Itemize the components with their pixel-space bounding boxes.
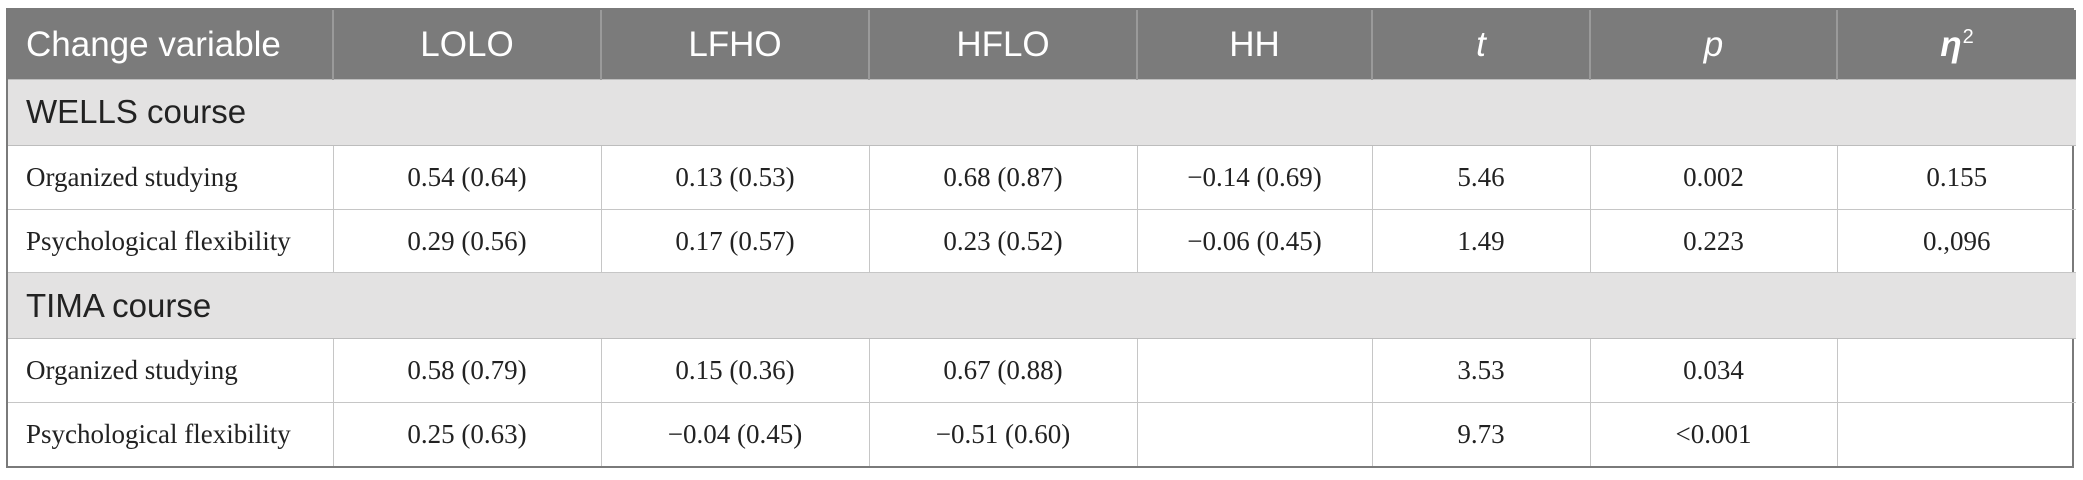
cell-hh — [1136, 402, 1372, 466]
header-t-label: t — [1476, 24, 1486, 64]
cell-hflo: 0.68 (0.87) — [868, 145, 1137, 210]
row-label: Organized studying — [8, 338, 333, 404]
cell-hh: −0.06 (0.45) — [1136, 209, 1372, 274]
row-label: Psychological flexibility — [8, 209, 333, 274]
cell-hh — [1136, 338, 1372, 404]
table-row: Organized studying 0.54 (0.64) 0.13 (0.5… — [8, 145, 2076, 210]
header-hh: HH — [1136, 10, 1372, 80]
cell-eta-squared: 0.155 — [1836, 145, 2076, 210]
section-title: TIMA course — [8, 272, 2076, 340]
cell-t: 9.73 — [1371, 402, 1590, 466]
table-row: Organized studying 0.58 (0.79) 0.15 (0.3… — [8, 338, 2076, 404]
results-table: Change variable LOLO LFHO HFLO HH t p η2… — [8, 10, 2076, 466]
row-label: Psychological flexibility — [26, 419, 291, 450]
cell-p: 0.002 — [1589, 145, 1837, 210]
section-row-tima: TIMA course — [8, 272, 2076, 340]
header-lolo: LOLO — [332, 10, 601, 80]
header-lfho: LFHO — [600, 10, 869, 80]
cell-lfho: 0.13 (0.53) — [600, 145, 869, 210]
cell-p: 0.223 — [1589, 209, 1837, 274]
table-row: Psychological flexibility 0.25 (0.63) −0… — [8, 402, 2076, 466]
cell-hflo: 0.67 (0.88) — [868, 338, 1137, 404]
cell-hflo: 0.23 (0.52) — [868, 209, 1137, 274]
section-title: WELLS course — [8, 79, 2076, 146]
header-eta-label: η — [1940, 24, 1962, 64]
header-hflo: HFLO — [868, 10, 1137, 80]
header-p-label: p — [1703, 24, 1724, 64]
header-row: Change variable LOLO LFHO HFLO HH t p η2 — [8, 10, 2076, 80]
section-row-wells: WELLS course — [8, 79, 2076, 146]
cell-hflo: −0.51 (0.60) — [868, 402, 1137, 466]
cell-lfho: 0.15 (0.36) — [600, 338, 869, 404]
header-eta-squared: η2 — [1836, 10, 2076, 80]
cell-p: <0.001 — [1589, 402, 1837, 466]
cell-lolo: 0.58 (0.79) — [332, 338, 601, 404]
cell-hh: −0.14 (0.69) — [1136, 145, 1372, 210]
cell-t: 5.46 — [1371, 145, 1590, 210]
cell-t: 1.49 — [1371, 209, 1590, 274]
header-eta-superscript: 2 — [1962, 25, 1974, 48]
cell-eta-squared — [1836, 338, 2076, 404]
cell-lolo: 0.25 (0.63) — [332, 402, 601, 466]
row-label: Organized studying — [8, 145, 333, 210]
results-table-frame: Change variable LOLO LFHO HFLO HH t p η2… — [6, 8, 2076, 468]
cell-lolo: 0.29 (0.56) — [332, 209, 601, 274]
header-t: t — [1371, 10, 1590, 80]
cell-eta-squared — [1836, 402, 2076, 466]
cell-p: 0.034 — [1589, 338, 1837, 404]
cell-lfho: 0.17 (0.57) — [600, 209, 869, 274]
cell-lolo: 0.54 (0.64) — [332, 145, 601, 210]
cell-t: 3.53 — [1371, 338, 1590, 404]
cell-eta-squared: 0.,096 — [1836, 209, 2076, 274]
header-p: p — [1589, 10, 1837, 80]
table-row: Psychological flexibility 0.29 (0.56) 0.… — [8, 209, 2076, 274]
header-change-variable: Change variable — [8, 10, 333, 80]
cell-lfho: −0.04 (0.45) — [600, 402, 869, 466]
